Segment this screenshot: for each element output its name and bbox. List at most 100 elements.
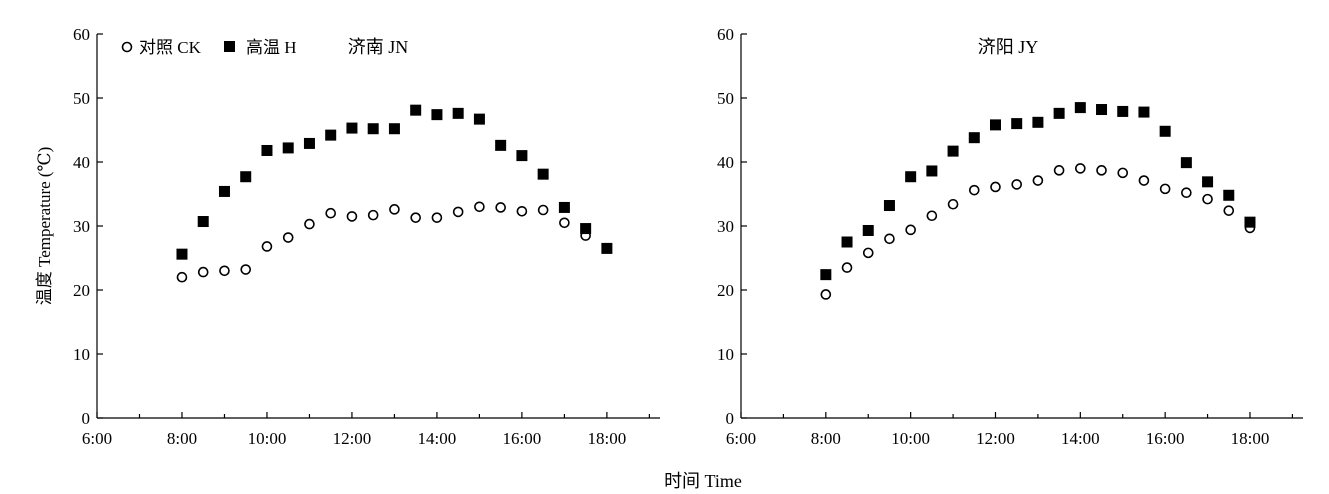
- ck-point: [346, 211, 358, 222]
- h-point: [947, 145, 959, 157]
- h-point: [325, 129, 337, 141]
- x-tick-label: 18:00: [1231, 429, 1270, 448]
- ck-point: [537, 204, 549, 216]
- ck-point: [1223, 205, 1235, 216]
- h-point: [176, 248, 188, 260]
- y-tick-label: 60: [717, 25, 734, 44]
- ck-point: [282, 232, 294, 243]
- x-tick-label: 10:00: [248, 429, 287, 448]
- y-tick-label: 20: [717, 281, 734, 300]
- h-point: [601, 242, 613, 254]
- y-tick-label: 50: [717, 89, 734, 108]
- y-tick-label: 30: [717, 217, 734, 236]
- h-point: [431, 109, 443, 121]
- ck-point: [990, 181, 1001, 193]
- legend-h-label: 高温 H: [246, 38, 297, 57]
- h-point: [905, 171, 917, 183]
- h-point: [1159, 125, 1171, 137]
- h-point: [1180, 157, 1192, 169]
- ck-point: [474, 201, 485, 213]
- h-point: [516, 150, 528, 162]
- y-tick-label: 40: [73, 153, 90, 172]
- x-tick-label: 8:00: [811, 429, 841, 448]
- ck-point: [947, 198, 959, 210]
- x-tick-label: 16:00: [1146, 429, 1185, 448]
- ck-point: [304, 218, 315, 230]
- ck-point: [176, 271, 188, 283]
- h-point: [367, 123, 379, 135]
- ck-point: [452, 206, 464, 218]
- y-tick-label: 60: [73, 25, 90, 44]
- panel-jiyang: 0 10 20 30 40 50 60 6:00 8:00 10:00 12:00 14:00 16:0…: [717, 25, 1303, 448]
- h-point: [558, 201, 570, 213]
- ck-point: [261, 241, 273, 252]
- ck-point: [820, 289, 832, 300]
- ck-point: [926, 210, 938, 222]
- h-point: [303, 137, 315, 149]
- h-point: [261, 144, 273, 156]
- ck-point: [1117, 167, 1129, 179]
- h-point: [926, 165, 938, 177]
- h-point: [1117, 105, 1129, 117]
- x-tick-label: 16:00: [503, 429, 542, 448]
- ck-point: [240, 264, 252, 275]
- ck-point: [905, 224, 916, 236]
- x-axis-label: 时间 Time: [664, 471, 742, 491]
- h-point: [473, 113, 485, 125]
- y-tick-label: 50: [73, 89, 90, 108]
- ck-point: [1096, 165, 1107, 176]
- ck-point: [516, 205, 528, 217]
- ck-point: [559, 217, 570, 229]
- h-point: [537, 168, 549, 180]
- ck-point: [841, 262, 853, 273]
- panel-title: 济南 JN: [348, 37, 409, 57]
- x-tick-label: 8:00: [167, 429, 197, 448]
- y-tick-label: 40: [717, 153, 734, 172]
- ck-point: [884, 233, 895, 245]
- ck-point: [1181, 187, 1192, 199]
- x-tick-label: 18:00: [588, 429, 627, 448]
- ck-point: [431, 212, 443, 223]
- h-point: [495, 139, 507, 151]
- h-point: [883, 200, 895, 212]
- ck-point: [1053, 165, 1065, 176]
- h-point: [580, 223, 592, 235]
- h-point: [1202, 176, 1214, 188]
- ck-point: [1075, 163, 1086, 174]
- legend-ck-label: 对照 CK: [139, 38, 202, 57]
- h-point: [346, 122, 358, 134]
- h-point: [862, 224, 874, 236]
- x-tick-label: 12:00: [333, 429, 372, 448]
- ck-point: [1011, 179, 1022, 190]
- ck-point: [410, 212, 421, 223]
- h-point: [410, 104, 422, 116]
- y-tick-label: 30: [73, 217, 90, 236]
- h-point: [1032, 116, 1044, 128]
- y-tick-label: 10: [717, 345, 734, 364]
- ck-point: [325, 207, 336, 219]
- h-point: [240, 171, 252, 183]
- x-tick-label: 6:00: [82, 429, 112, 448]
- h-point: [989, 119, 1001, 131]
- ck-point: [197, 266, 209, 278]
- y-tick-label: 20: [73, 281, 90, 300]
- h-point: [841, 236, 853, 248]
- h-point: [820, 269, 832, 281]
- h-point: [452, 107, 464, 119]
- legend: 对照 CK 高温 H: [121, 38, 297, 57]
- y-axis-label: 温度 Temperature (℃): [35, 147, 54, 306]
- h-point: [197, 216, 209, 228]
- h-point: [388, 123, 400, 135]
- h-point: [1074, 102, 1086, 114]
- h-point: [1244, 216, 1256, 228]
- x-tick-label: 6:00: [726, 429, 756, 448]
- y-tick-label: 0: [82, 409, 91, 428]
- ck-point: [1202, 193, 1213, 205]
- h-point: [968, 132, 980, 144]
- legend-h-marker: [224, 41, 235, 52]
- ck-point: [968, 184, 980, 196]
- h-point: [1096, 104, 1108, 116]
- x-tick-label: 12:00: [976, 429, 1015, 448]
- y-tick-label: 10: [73, 345, 90, 364]
